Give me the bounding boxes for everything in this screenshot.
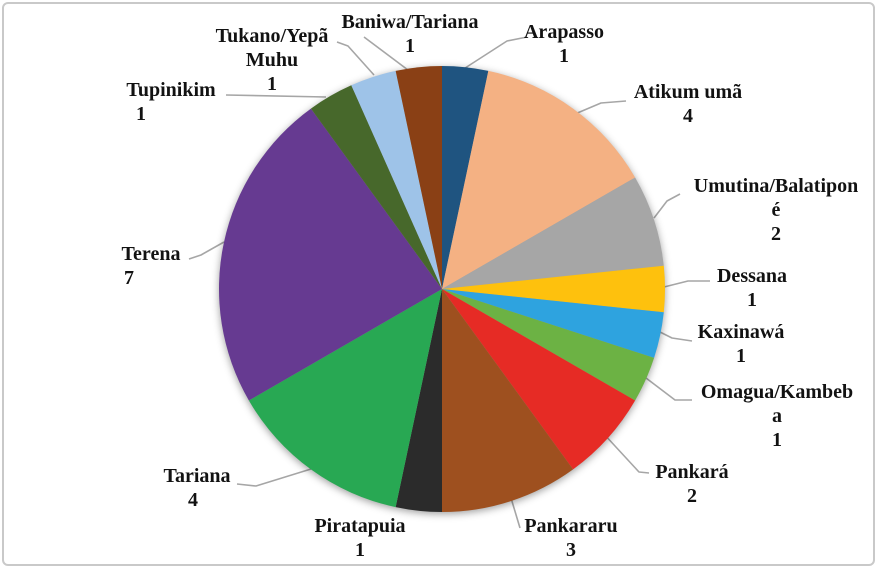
leader-line-pankara bbox=[602, 432, 650, 474]
pie-slice-tariana bbox=[248, 289, 442, 508]
pie-slice-arapasso bbox=[442, 66, 489, 289]
pie-slice-terena bbox=[219, 108, 442, 401]
leader-line-umutina-balatipone bbox=[653, 193, 681, 219]
leader-line-pankararu bbox=[510, 497, 521, 529]
leader-line-omagua-kambeba bbox=[645, 377, 692, 401]
pie-slice-tukano-yepa-muhu bbox=[351, 70, 442, 290]
pie-slice-dessana bbox=[442, 265, 666, 313]
pie-slice-tupinikim bbox=[310, 85, 442, 289]
pie-slice-pankara bbox=[442, 289, 636, 470]
pie-slice-kaxinawa bbox=[442, 289, 664, 358]
leader-line-atikum-uma bbox=[574, 100, 627, 115]
pie-chart bbox=[188, 36, 710, 529]
pie-slice-piratapuia bbox=[395, 289, 442, 512]
pie-slice-omagua-kambeba bbox=[442, 289, 655, 401]
leader-line-dessana bbox=[663, 280, 710, 288]
leader-line-tukano-yepa-muhu bbox=[336, 41, 375, 76]
leader-line-tupinikim bbox=[225, 94, 327, 98]
leader-line-tariana bbox=[236, 468, 312, 487]
pie-slice-baniwa-tariana bbox=[395, 66, 442, 289]
leader-line-terena bbox=[188, 241, 225, 260]
pie-slice-pankararu bbox=[442, 289, 574, 512]
leader-lines bbox=[188, 36, 710, 529]
leader-line-kaxinawa bbox=[657, 330, 693, 342]
pie-slices bbox=[219, 66, 666, 512]
leader-line-arapasso bbox=[461, 36, 528, 71]
leader-line-baniwa-tariana bbox=[363, 36, 409, 71]
pie-slice-atikum-uma bbox=[442, 70, 636, 290]
pie-slice-umutina-balatipone bbox=[442, 177, 664, 289]
